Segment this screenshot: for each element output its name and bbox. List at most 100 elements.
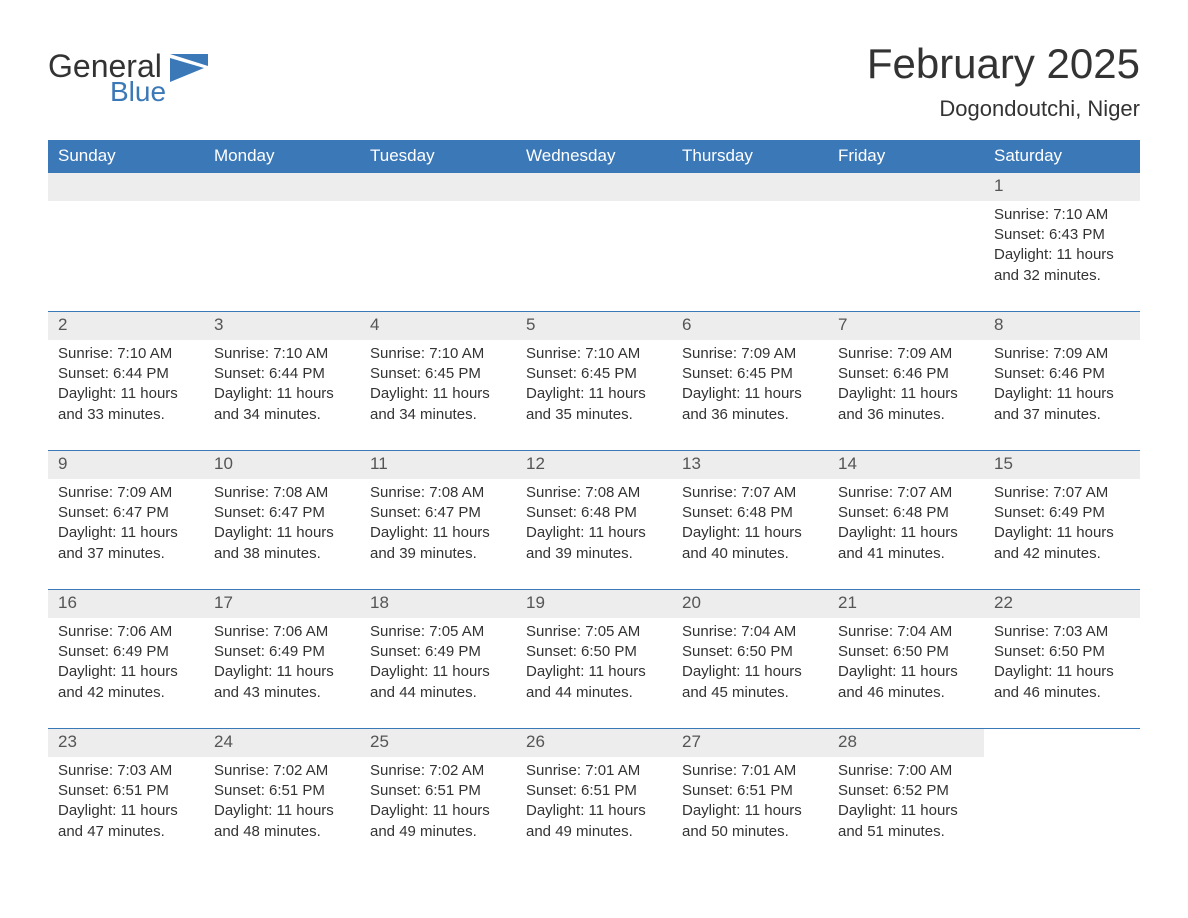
brand-flag-icon — [170, 54, 208, 89]
sunset-text: Sunset: 6:47 PM — [370, 503, 506, 523]
day-number: 6 — [672, 312, 828, 340]
sunset-text: Sunset: 6:45 PM — [370, 364, 506, 384]
sunset-text: Sunset: 6:49 PM — [58, 642, 194, 662]
day-number: 7 — [828, 312, 984, 340]
day-number: 22 — [984, 590, 1140, 618]
day-number: 24 — [204, 729, 360, 757]
sunrise-text: Sunrise: 7:10 AM — [214, 344, 350, 364]
sunrise-text: Sunrise: 7:07 AM — [682, 483, 818, 503]
calendar-cell — [672, 173, 828, 293]
sunrise-text: Sunrise: 7:01 AM — [682, 761, 818, 781]
page-title: February 2025 — [867, 40, 1140, 88]
sunset-text: Sunset: 6:51 PM — [214, 781, 350, 801]
daylight-text: Daylight: 11 hours and 46 minutes. — [838, 662, 974, 703]
day-header-friday: Friday — [828, 140, 984, 173]
sunset-text: Sunset: 6:44 PM — [58, 364, 194, 384]
brand-logo: General Blue — [48, 50, 208, 106]
day-header-saturday: Saturday — [984, 140, 1140, 173]
sunrise-text: Sunrise: 7:08 AM — [214, 483, 350, 503]
sunset-text: Sunset: 6:52 PM — [838, 781, 974, 801]
sunrise-text: Sunrise: 7:08 AM — [370, 483, 506, 503]
daylight-text: Daylight: 11 hours and 40 minutes. — [682, 523, 818, 564]
day-number: 27 — [672, 729, 828, 757]
sunset-text: Sunset: 6:47 PM — [214, 503, 350, 523]
sunrise-text: Sunrise: 7:09 AM — [994, 344, 1130, 364]
calendar-cell: 25Sunrise: 7:02 AMSunset: 6:51 PMDayligh… — [360, 729, 516, 849]
daylight-text: Daylight: 11 hours and 37 minutes. — [994, 384, 1130, 425]
day-number: 11 — [360, 451, 516, 479]
calendar-cell: 21Sunrise: 7:04 AMSunset: 6:50 PMDayligh… — [828, 590, 984, 710]
sunset-text: Sunset: 6:51 PM — [58, 781, 194, 801]
day-header-monday: Monday — [204, 140, 360, 173]
day-header-wednesday: Wednesday — [516, 140, 672, 173]
day-number: 16 — [48, 590, 204, 618]
day-number: 19 — [516, 590, 672, 618]
sunset-text: Sunset: 6:44 PM — [214, 364, 350, 384]
day-number — [516, 173, 672, 201]
daylight-text: Daylight: 11 hours and 49 minutes. — [526, 801, 662, 842]
calendar-cell: 2Sunrise: 7:10 AMSunset: 6:44 PMDaylight… — [48, 312, 204, 432]
sunrise-text: Sunrise: 7:07 AM — [838, 483, 974, 503]
sunrise-text: Sunrise: 7:01 AM — [526, 761, 662, 781]
day-number — [48, 173, 204, 201]
sunrise-text: Sunrise: 7:04 AM — [838, 622, 974, 642]
day-number: 10 — [204, 451, 360, 479]
day-number — [672, 173, 828, 201]
daylight-text: Daylight: 11 hours and 46 minutes. — [994, 662, 1130, 703]
calendar-body: 1Sunrise: 7:10 AMSunset: 6:43 PMDaylight… — [48, 173, 1140, 849]
sunset-text: Sunset: 6:51 PM — [370, 781, 506, 801]
day-number: 26 — [516, 729, 672, 757]
day-header-thursday: Thursday — [672, 140, 828, 173]
brand-word2: Blue — [110, 78, 166, 106]
calendar-cell: 7 Sunrise: 7:09 AMSunset: 6:46 PMDaylight… — [828, 312, 984, 432]
sunset-text: Sunset: 6:49 PM — [370, 642, 506, 662]
daylight-text: Daylight: 11 hours and 44 minutes. — [370, 662, 506, 703]
calendar-cell: 20Sunrise: 7:04 AMSunset: 6:50 PMDayligh… — [672, 590, 828, 710]
sunset-text: Sunset: 6:46 PM — [838, 364, 974, 384]
sunrise-text: Sunrise: 7:05 AM — [370, 622, 506, 642]
sunrise-text: Sunrise: 7:10 AM — [526, 344, 662, 364]
calendar-cell: 12Sunrise: 7:08 AMSunset: 6:48 PMDayligh… — [516, 451, 672, 571]
title-block: February 2025 Dogondoutchi, Niger — [867, 40, 1140, 122]
daylight-text: Daylight: 11 hours and 33 minutes. — [58, 384, 194, 425]
sunset-text: Sunset: 6:45 PM — [526, 364, 662, 384]
calendar-cell: 5Sunrise: 7:10 AMSunset: 6:45 PMDaylight… — [516, 312, 672, 432]
calendar-cell: 22Sunrise: 7:03 AMSunset: 6:50 PMDayligh… — [984, 590, 1140, 710]
day-number: 8 — [984, 312, 1140, 340]
sunrise-text: Sunrise: 7:08 AM — [526, 483, 662, 503]
sunrise-text: Sunrise: 7:09 AM — [838, 344, 974, 364]
page-subtitle: Dogondoutchi, Niger — [867, 96, 1140, 122]
daylight-text: Daylight: 11 hours and 50 minutes. — [682, 801, 818, 842]
daylight-text: Daylight: 11 hours and 42 minutes. — [994, 523, 1130, 564]
calendar-cell — [360, 173, 516, 293]
daylight-text: Daylight: 11 hours and 49 minutes. — [370, 801, 506, 842]
sunrise-text: Sunrise: 7:04 AM — [682, 622, 818, 642]
brand-text: General Blue — [48, 50, 166, 106]
sunset-text: Sunset: 6:48 PM — [838, 503, 974, 523]
day-number: 1 — [984, 173, 1140, 201]
daylight-text: Daylight: 11 hours and 39 minutes. — [526, 523, 662, 564]
sunrise-text: Sunrise: 7:07 AM — [994, 483, 1130, 503]
daylight-text: Daylight: 11 hours and 47 minutes. — [58, 801, 194, 842]
day-number: 28 — [828, 729, 984, 757]
calendar-cell: 15Sunrise: 7:07 AMSunset: 6:49 PMDayligh… — [984, 451, 1140, 571]
day-number — [360, 173, 516, 201]
calendar-cell: 13Sunrise: 7:07 AMSunset: 6:48 PMDayligh… — [672, 451, 828, 571]
sunset-text: Sunset: 6:50 PM — [838, 642, 974, 662]
calendar-cell: 18Sunrise: 7:05 AMSunset: 6:49 PMDayligh… — [360, 590, 516, 710]
daylight-text: Daylight: 11 hours and 43 minutes. — [214, 662, 350, 703]
day-number: 23 — [48, 729, 204, 757]
sunrise-text: Sunrise: 7:00 AM — [838, 761, 974, 781]
daylight-text: Daylight: 11 hours and 35 minutes. — [526, 384, 662, 425]
sunrise-text: Sunrise: 7:09 AM — [58, 483, 194, 503]
sunrise-text: Sunrise: 7:02 AM — [214, 761, 350, 781]
sunrise-text: Sunrise: 7:10 AM — [58, 344, 194, 364]
daylight-text: Daylight: 11 hours and 36 minutes. — [838, 384, 974, 425]
daylight-text: Daylight: 11 hours and 48 minutes. — [214, 801, 350, 842]
sunset-text: Sunset: 6:51 PM — [682, 781, 818, 801]
calendar-cell: 28Sunrise: 7:00 AMSunset: 6:52 PMDayligh… — [828, 729, 984, 849]
calendar-cell: 17Sunrise: 7:06 AMSunset: 6:49 PMDayligh… — [204, 590, 360, 710]
calendar-cell: 26Sunrise: 7:01 AMSunset: 6:51 PMDayligh… — [516, 729, 672, 849]
sunset-text: Sunset: 6:50 PM — [682, 642, 818, 662]
daylight-text: Daylight: 11 hours and 44 minutes. — [526, 662, 662, 703]
